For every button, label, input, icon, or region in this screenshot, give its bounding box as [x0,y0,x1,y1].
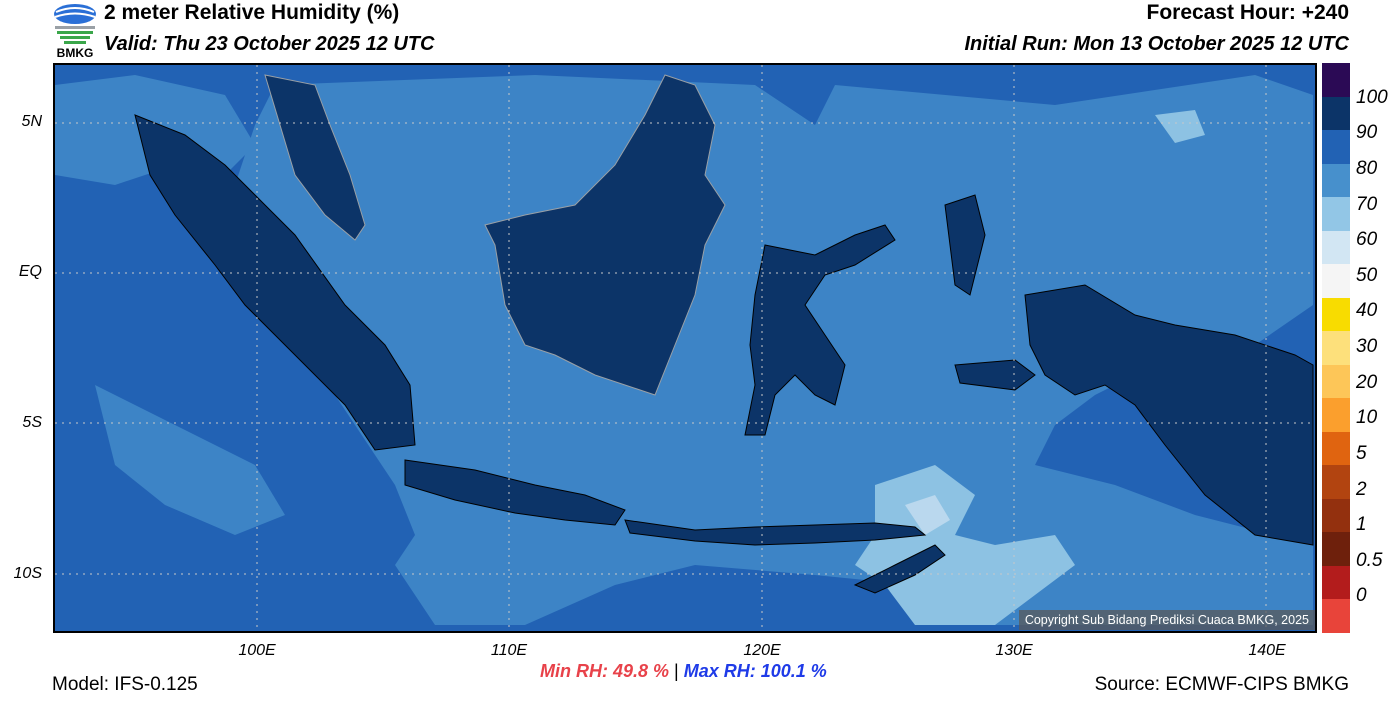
humidity-map [53,63,1317,633]
lat-label-5n: 5N [21,113,42,130]
logo-text: BMKG [57,46,94,60]
colorbar-segment [1322,364,1350,399]
max-rh: Max RH: 100.1 % [683,661,827,681]
map-title: 2 meter Relative Humidity (%) [104,1,400,24]
lat-label-eq: EQ [18,263,42,280]
colorbar-label: 100 [1356,87,1388,108]
seram [954,359,1036,391]
colorbar-segment [1322,431,1350,466]
colorbar-segment [1322,230,1350,265]
graticule [55,65,1315,631]
colorbar-label: 60 [1356,229,1378,250]
rh-60-patch [905,495,950,535]
forecast-hour: Forecast Hour: +240 [1146,1,1350,24]
colorbar-label: 10 [1356,407,1378,428]
lon-label-110e: 110E [490,642,528,659]
colorbar [1322,63,1350,633]
lon-label-120e: 120E [743,642,781,659]
colorbar-label: 30 [1356,336,1378,357]
colorbar-segment [1322,599,1350,633]
colorbar-segment [1322,63,1350,97]
colorbar-label: 20 [1356,372,1378,393]
colorbar-segment [1322,565,1350,600]
rh-70-patch [1155,110,1205,143]
copyright-notice: Copyright Sub Bidang Prediksi Cuaca BMKG… [1018,610,1315,630]
colorbar-label: 5 [1356,443,1367,464]
lon-label-100e: 100E [238,642,276,659]
colorbar-segment [1322,532,1350,566]
colorbar-segment [1322,130,1350,164]
bmkg-logo: BMKG [52,2,98,60]
colorbar-label: 1 [1356,514,1367,535]
java [404,459,626,526]
timor [853,544,946,594]
colorbar-label: 50 [1356,265,1378,286]
lon-label-140e: 140E [1248,642,1286,659]
colorbar-segment [1322,163,1350,198]
min-rh: Min RH: 49.8 % [540,661,670,681]
model-label: Model: IFS-0.125 [52,674,198,695]
initial-run: Initial Run: Mon 13 October 2025 12 UTC [964,33,1349,55]
source-label: Source: ECMWF-CIPS BMKG [1094,674,1349,695]
rh-80-south [95,385,285,535]
borneo [484,74,726,396]
colorbar-segment [1322,398,1350,432]
colorbar-segment [1322,96,1350,131]
colorbar-label: 40 [1356,300,1378,321]
lon-label-130e: 130E [995,642,1033,659]
sumatra [134,114,416,451]
colorbar-segment [1322,297,1350,332]
colorbar-label: 70 [1356,194,1378,215]
lat-label-10s: 10S [13,565,42,582]
colorbar-label: 0 [1356,585,1367,606]
colorbar-label: 0.5 [1356,550,1383,571]
lesser-sunda [624,519,927,546]
halmahera [944,194,986,296]
sulawesi [744,224,896,436]
lat-label-5s: 5S [22,414,42,431]
valid-time: Valid: Thu 23 October 2025 12 UTC [104,33,435,55]
min-max-separator: | [674,661,679,681]
colorbar-segment [1322,331,1350,365]
colorbar-label: 2 [1356,479,1367,500]
new-guinea [1024,284,1314,546]
colorbar-segment [1322,197,1350,231]
malay-peninsula [264,74,366,241]
colorbar-label: 80 [1356,158,1378,179]
colorbar-label: 90 [1356,122,1378,143]
rh-min-max: Min RH: 49.8 % | Max RH: 100.1 % [540,661,827,682]
colorbar-segment [1322,264,1350,298]
colorbar-segment [1322,465,1350,499]
colorbar-segment [1322,498,1350,533]
